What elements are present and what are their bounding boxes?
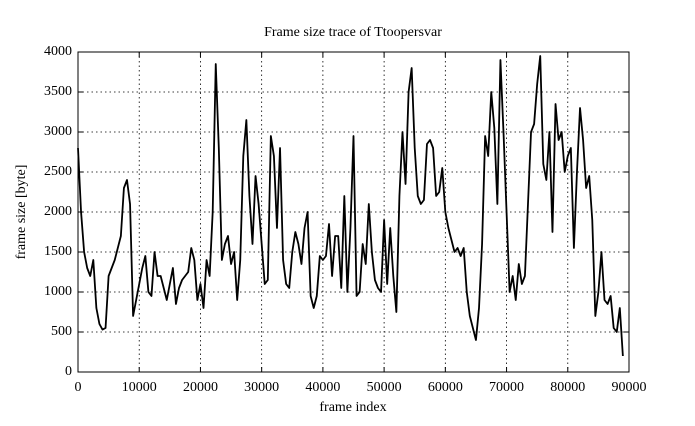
x-tick-label: 50000 <box>367 380 402 395</box>
y-tick-label: 3500 <box>44 84 72 99</box>
x-tick-label: 60000 <box>428 380 463 395</box>
y-tick-label: 2500 <box>44 164 72 179</box>
x-tick-label: 0 <box>75 380 82 395</box>
plot-frame <box>77 51 630 373</box>
data-line <box>77 55 624 357</box>
x-tick-label: 10000 <box>122 380 157 395</box>
y-tick-label: 4000 <box>44 44 72 59</box>
chart-title: Frame size trace of Ttoopersvar <box>264 25 442 40</box>
y-tick-label: 1000 <box>44 284 72 299</box>
x-axis-label: frame index <box>319 400 386 415</box>
x-tick-label: 40000 <box>305 380 340 395</box>
x-tick-label: 70000 <box>489 380 524 395</box>
y-tick-label: 1500 <box>44 244 72 259</box>
x-tick-label: 30000 <box>244 380 279 395</box>
y-tick-label: 500 <box>51 324 72 339</box>
y-tick-label: 3000 <box>44 124 72 139</box>
y-axis-label: frame size [byte] <box>14 165 29 260</box>
x-tick-label: 90000 <box>612 380 647 395</box>
x-tick-label: 80000 <box>550 380 585 395</box>
x-tick-label: 20000 <box>183 380 218 395</box>
y-tick-label: 2000 <box>44 204 72 219</box>
y-tick-label: 0 <box>65 364 72 379</box>
